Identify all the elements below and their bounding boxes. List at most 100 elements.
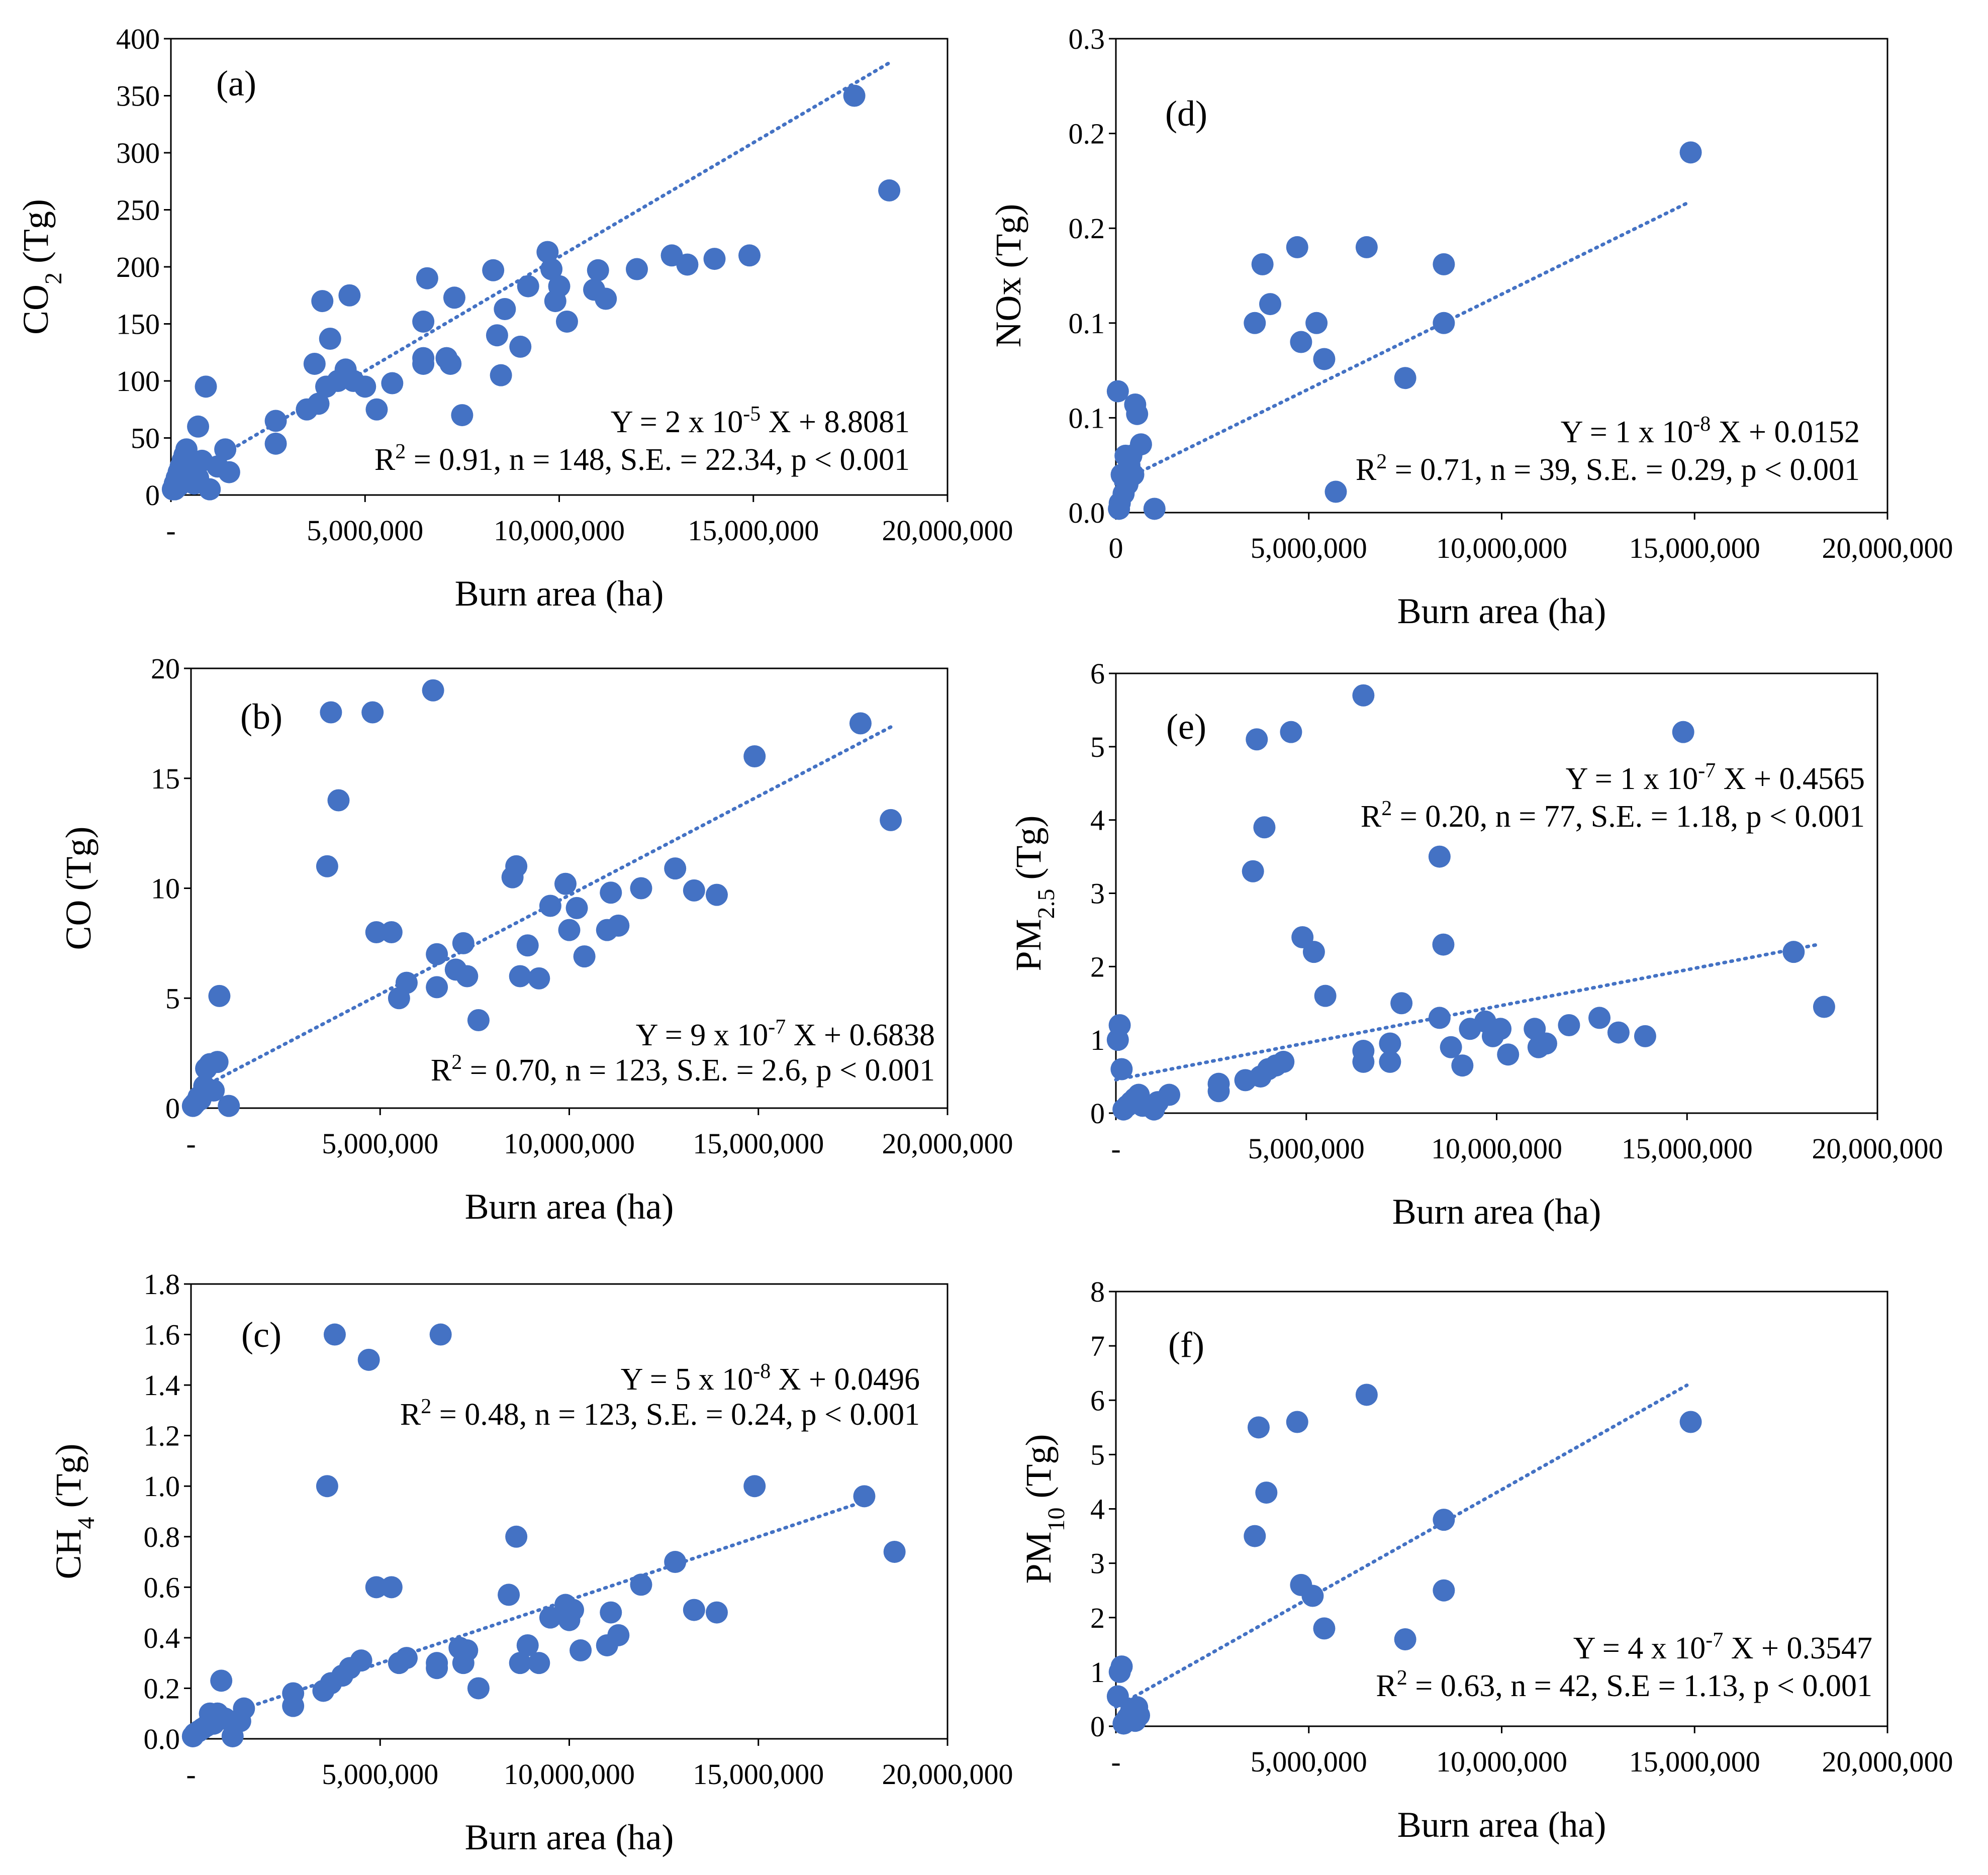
- y-axis-label: CH4 (Tg): [48, 1444, 100, 1580]
- regression-stats: R2 = 0.48, n = 123, S.E. = 0.24, p < 0.0…: [400, 1395, 920, 1432]
- data-point: [600, 1601, 622, 1624]
- data-point: [743, 1475, 766, 1498]
- trend-line: [1114, 942, 1822, 1081]
- data-point: [1433, 253, 1455, 275]
- data-point: [320, 701, 342, 724]
- data-point: [509, 965, 531, 988]
- y-tick-label: 6: [1090, 1384, 1105, 1417]
- data-point: [1679, 1411, 1702, 1433]
- y-axis-label: PM2.5 (Tg): [1008, 816, 1060, 971]
- data-point: [539, 895, 561, 917]
- x-tick-label: 5,000,000: [1248, 1132, 1365, 1165]
- data-point: [1305, 312, 1328, 334]
- data-point: [683, 879, 705, 902]
- data-point: [361, 701, 384, 724]
- data-point: [1432, 933, 1455, 956]
- regression-stats: R2 = 0.20, n = 77, S.E. = 1.18, p < 0.00…: [1361, 797, 1865, 834]
- x-tick-label: 10,000,000: [494, 514, 625, 547]
- data-point: [311, 290, 334, 313]
- panel-label: (c): [241, 1315, 281, 1355]
- panel-label: (f): [1168, 1325, 1204, 1365]
- y-axis-label: CO (Tg): [58, 827, 99, 950]
- y-axis-label: PM10 (Tg): [1018, 1434, 1070, 1584]
- data-point: [1313, 1617, 1336, 1640]
- data-point: [1143, 498, 1166, 520]
- data-point: [1588, 1007, 1611, 1029]
- x-tick-label: 15,000,000: [1622, 1132, 1753, 1165]
- data-point: [316, 1475, 338, 1498]
- data-point: [516, 1634, 539, 1656]
- data-point: [853, 1485, 876, 1508]
- x-tick-label: 10,000,000: [1436, 1745, 1567, 1778]
- data-point: [540, 258, 563, 280]
- regression-equation: Y = 4 x 10-7 X + 0.3547: [1573, 1629, 1872, 1665]
- data-point: [555, 310, 578, 333]
- y-tick-label: 4: [1090, 1493, 1105, 1526]
- x-tick-label: 0: [1109, 532, 1123, 564]
- data-point: [1352, 1050, 1375, 1073]
- y-tick-label: 0: [1090, 1097, 1105, 1130]
- data-point: [676, 253, 699, 276]
- y-tick-label: 0.2: [1069, 212, 1105, 245]
- y-tick-label: 0.1: [1069, 307, 1105, 340]
- data-point: [528, 967, 550, 990]
- data-point: [1558, 1014, 1580, 1036]
- y-tick-label: 5: [1090, 1438, 1105, 1471]
- chart-panel-a: 0 50 100 150 200 250 300 350 400 - 5,000,000 10,000…: [16, 23, 1013, 614]
- data-point: [1433, 1579, 1455, 1602]
- data-point: [303, 352, 326, 375]
- data-point: [1433, 312, 1455, 334]
- x-axis-label: Burn area (ha): [1392, 1192, 1601, 1232]
- data-point: [395, 1647, 418, 1669]
- y-tick-label: 0.0: [1069, 497, 1105, 529]
- y-tick-label: 0.6: [144, 1571, 180, 1604]
- regression-stats: R2 = 0.91, n = 148, S.E. = 22.34, p < 0.…: [374, 440, 910, 477]
- data-point: [683, 1599, 705, 1621]
- data-point: [426, 943, 448, 965]
- data-point: [1108, 1014, 1131, 1036]
- x-tick-label: 15,000,000: [1629, 1745, 1760, 1778]
- y-tick-label: 1.2: [144, 1420, 180, 1452]
- x-axis-label: Burn area (ha): [1397, 591, 1606, 631]
- x-tick-label: -: [1111, 1745, 1120, 1778]
- y-axis-label: CO2 (Tg): [16, 199, 67, 335]
- data-point: [203, 1079, 225, 1102]
- data-point: [214, 438, 237, 461]
- data-point: [1813, 996, 1835, 1018]
- y-tick-label: 0: [1090, 1710, 1105, 1743]
- chart-panel-d: 0.0 0.1 0.1 0.2 0.2 0.3 0 5,000,000 10,000,000 15…: [988, 23, 1953, 631]
- x-tick-label: 15,000,000: [693, 1127, 824, 1160]
- data-point: [1428, 845, 1451, 868]
- data-point: [206, 1051, 229, 1073]
- panel-label: (b): [240, 697, 282, 737]
- x-tick-label: 10,000,000: [504, 1127, 635, 1160]
- x-tick-label: 20,000,000: [882, 1127, 1013, 1160]
- x-tick-label: 5,000,000: [322, 1127, 438, 1160]
- y-tick-label: 0.2: [1069, 118, 1105, 150]
- data-point: [456, 965, 479, 988]
- data-point: [467, 1677, 490, 1700]
- data-point: [1280, 721, 1302, 743]
- x-axis-label: Burn area (ha): [1397, 1805, 1606, 1845]
- data-point: [595, 287, 617, 310]
- data-point: [1433, 1509, 1455, 1531]
- regression-equation: Y = 1 x 10-7 X + 0.4565: [1566, 759, 1865, 796]
- data-point: [1286, 236, 1308, 258]
- data-point: [703, 248, 726, 270]
- data-point: [738, 244, 761, 267]
- data-point: [187, 466, 210, 489]
- y-tick-label: 0.4: [144, 1622, 180, 1654]
- data-point: [1379, 1050, 1401, 1073]
- data-point: [490, 364, 512, 386]
- data-point: [416, 267, 438, 289]
- data-point: [1259, 293, 1281, 316]
- chart-panel-e: 0 1 2 3 4 5 6 - 5,000,000 10,000,000 15,000,000 20,…: [1008, 657, 1943, 1232]
- x-tick-label: 10,000,000: [1431, 1132, 1562, 1165]
- data-point: [233, 1697, 255, 1720]
- x-tick-label: 10,000,000: [1436, 532, 1567, 564]
- data-point: [664, 857, 687, 880]
- data-point: [1497, 1043, 1520, 1066]
- trend-line: [169, 61, 891, 487]
- panel-label: (e): [1166, 707, 1206, 747]
